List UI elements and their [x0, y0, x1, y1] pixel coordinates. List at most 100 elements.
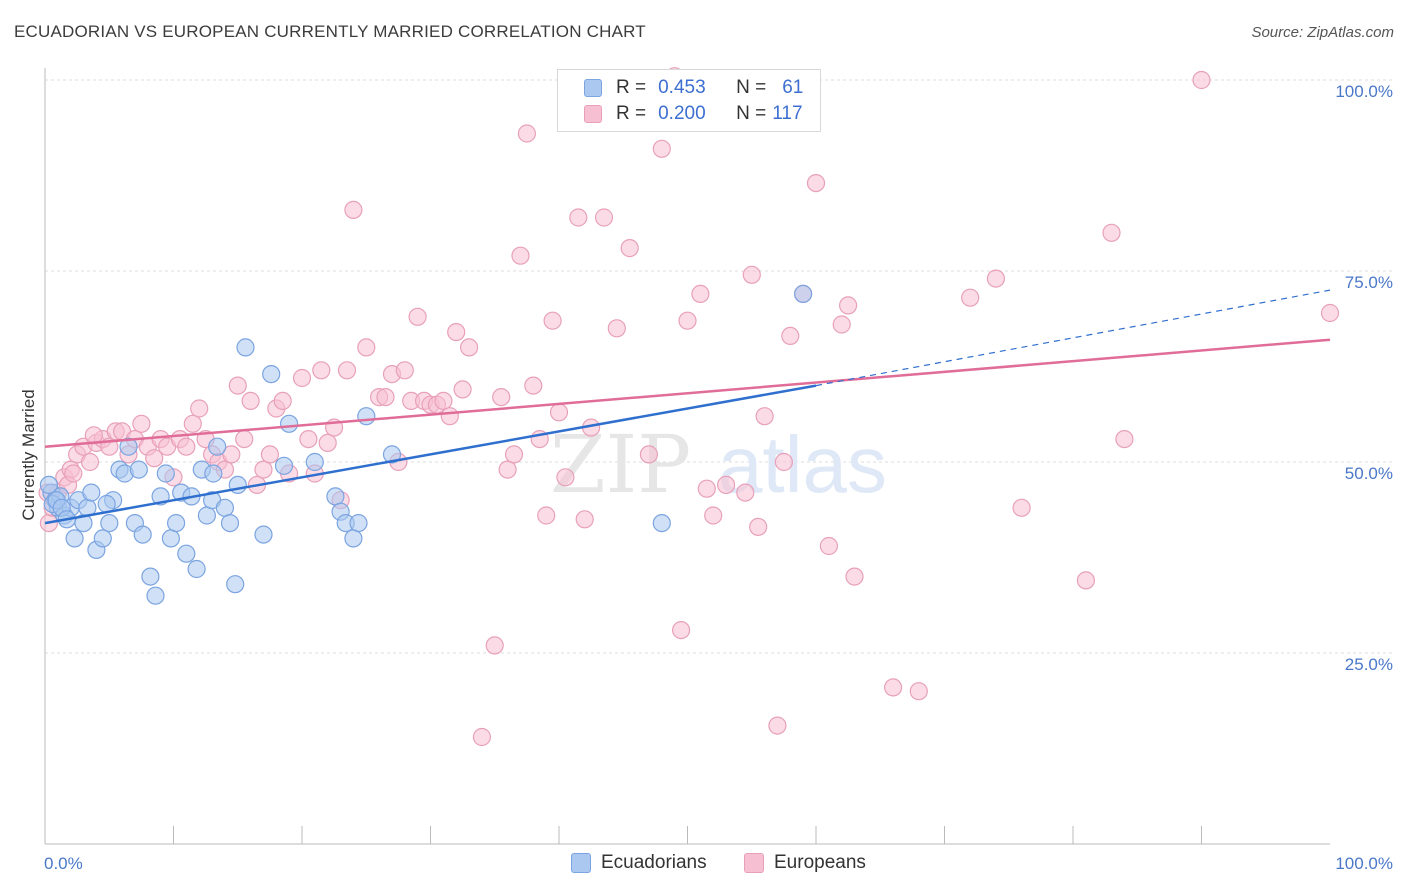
point-european — [549, 403, 569, 422]
y-tick-label: 25.0% — [1345, 655, 1393, 674]
legend-row-ecuadorians: R = 0.453 N = 61 — [584, 76, 803, 100]
point-european — [485, 636, 504, 655]
point-european — [819, 536, 839, 556]
point-ecuadorian — [215, 498, 234, 517]
legend-swatch-pink — [744, 853, 764, 873]
point-european — [511, 246, 530, 265]
point-european — [1320, 303, 1340, 323]
point-european — [318, 433, 337, 452]
legend-r-value: 0.200 — [658, 103, 706, 124]
legend-label-europeans: Europeans — [774, 852, 866, 873]
point-ecuadorian — [280, 414, 299, 433]
point-european — [716, 475, 736, 494]
point-ecuadorian — [65, 529, 84, 548]
point-european — [832, 315, 851, 334]
point-european — [177, 437, 196, 456]
point-ecuadorian — [652, 513, 671, 533]
point-ecuadorian — [156, 464, 175, 483]
point-european — [575, 510, 594, 529]
point-european — [678, 311, 697, 330]
point-european — [228, 376, 247, 395]
point-european — [537, 506, 556, 525]
point-european — [806, 174, 826, 193]
point-european — [691, 284, 710, 303]
point-european — [1192, 70, 1211, 90]
point-european — [774, 452, 794, 472]
chart-title: ECUADORIAN VS EUROPEAN CURRENTLY MARRIED… — [14, 22, 646, 41]
point-european — [607, 319, 626, 338]
point-european — [273, 391, 292, 410]
point-european — [292, 368, 312, 388]
point-ecuadorian — [326, 487, 345, 506]
point-ecuadorian — [197, 506, 216, 525]
point-ecuadorian — [161, 529, 180, 548]
point-ecuadorian — [382, 445, 402, 464]
stats-legend: R = 0.453 N = 61 R = 0.200 N = 117 — [557, 69, 821, 132]
point-ecuadorian — [274, 456, 294, 475]
point-european — [909, 682, 928, 701]
legend-n-value: 117 — [772, 103, 803, 124]
point-european — [749, 517, 768, 537]
point-european — [132, 414, 151, 433]
point-european — [64, 464, 83, 483]
legend-swatch-blue — [584, 79, 602, 97]
point-european — [639, 445, 659, 464]
legend-label-ecuadorians: Ecuadorians — [601, 852, 707, 873]
point-european — [299, 430, 318, 449]
y-tick-label: 75.0% — [1345, 273, 1393, 292]
legend-item-ecuadorians[interactable]: Ecuadorians — [571, 852, 707, 874]
point-ecuadorian — [129, 460, 148, 479]
point-european — [190, 399, 209, 418]
point-ecuadorian — [100, 513, 119, 533]
y-tick-label: 100.0% — [1335, 82, 1393, 101]
point-european — [620, 239, 639, 258]
y-tick-label: 50.0% — [1345, 464, 1393, 483]
point-ecuadorian — [236, 338, 255, 357]
legend-r-value: 0.453 — [658, 77, 706, 98]
point-european — [222, 445, 241, 464]
point-european — [241, 391, 260, 410]
series-legend: Ecuadorians Europeans — [0, 852, 1406, 878]
point-european — [260, 445, 279, 464]
trend-lines — [44, 289, 1331, 525]
point-european — [768, 716, 787, 735]
point-european — [742, 265, 761, 284]
source-label: Source: ZipAtlas.com — [1251, 24, 1394, 41]
point-european — [838, 296, 858, 315]
point-european — [312, 361, 331, 380]
point-european — [986, 269, 1006, 288]
point-ecuadorian — [254, 525, 273, 544]
point-european — [883, 678, 903, 697]
legend-swatch-blue — [571, 853, 591, 873]
x-tick-label: 0.0% — [44, 854, 83, 873]
point-ecuadorian — [793, 284, 813, 303]
point-european — [594, 208, 614, 227]
legend-item-europeans[interactable]: Europeans — [744, 852, 866, 874]
point-european — [337, 361, 357, 380]
point-european — [408, 307, 427, 326]
legend-n-value: 61 — [782, 77, 804, 98]
point-european — [1012, 498, 1031, 517]
point-ecuadorian — [305, 452, 324, 472]
point-ecuadorian — [177, 544, 196, 563]
point-european — [845, 567, 864, 586]
point-european — [254, 460, 273, 479]
point-european — [755, 407, 774, 426]
point-european — [492, 388, 511, 407]
point-ecuadorian — [141, 567, 160, 586]
point-ecuadorian — [93, 529, 112, 548]
point-european — [524, 376, 543, 395]
point-european — [1076, 571, 1096, 590]
trend-line-ecuadorians — [44, 384, 817, 525]
point-european — [569, 208, 588, 227]
point-ecuadorian — [119, 437, 138, 456]
point-european — [440, 407, 459, 426]
point-ecuadorian — [39, 475, 59, 494]
legend-n-label: N = — [736, 103, 767, 124]
point-ecuadorian — [187, 559, 206, 579]
point-european — [183, 414, 202, 433]
point-ecuadorian — [133, 525, 152, 544]
point-ecuadorian — [82, 483, 101, 502]
point-european — [80, 452, 100, 472]
trend-line-ecuadorians-extension — [815, 289, 1331, 387]
